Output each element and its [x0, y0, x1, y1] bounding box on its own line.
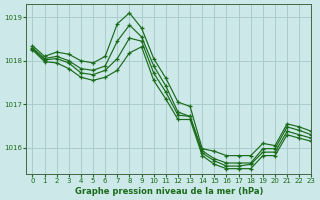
X-axis label: Graphe pression niveau de la mer (hPa): Graphe pression niveau de la mer (hPa) — [75, 187, 263, 196]
